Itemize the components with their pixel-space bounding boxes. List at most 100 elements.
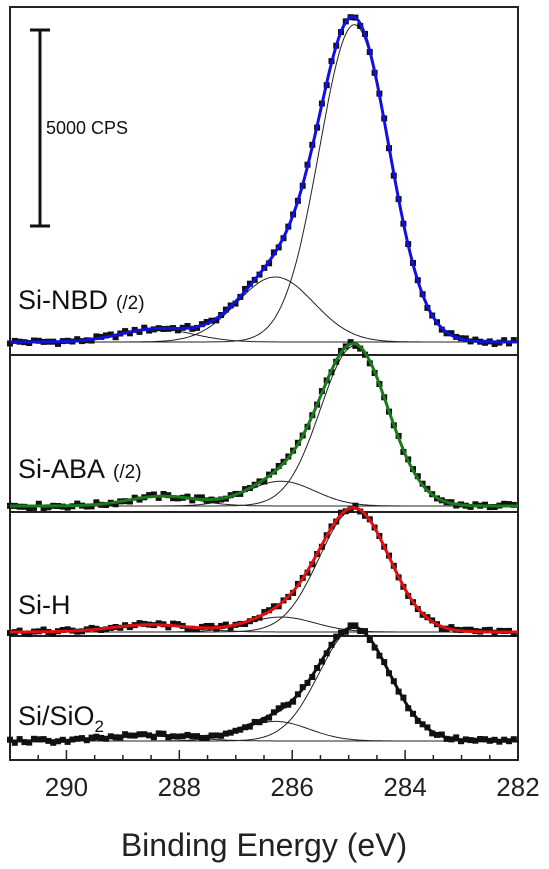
data-point [482,627,488,634]
data-point [261,609,268,616]
data-point [79,735,85,742]
data-point [136,620,143,627]
data-point [246,723,253,730]
x-tick-label: 284 [383,772,426,802]
data-point [198,494,205,501]
data-point [16,736,23,743]
data-point [141,324,148,331]
data-point [482,736,488,743]
data-point [170,495,177,502]
data-point [64,626,71,633]
fit-envelope [10,625,518,743]
series-si-sio2 [7,622,518,746]
data-point [122,328,129,335]
x-tick-label: 290 [45,772,88,802]
data-point [429,730,436,737]
data-point [174,327,181,334]
data-point [31,504,37,511]
data-point [93,499,100,506]
data-point [256,719,263,726]
data-point [227,624,234,631]
data-point [35,736,42,743]
data-point [155,620,162,627]
data-point [107,331,114,338]
data-point [261,478,268,485]
series-si-nbd [7,14,518,347]
series-si-aba [7,339,518,511]
data-point [74,500,81,507]
data-point [477,736,484,742]
data-point [242,621,249,627]
fit-envelope [10,14,518,344]
data-point [165,624,172,631]
data-point [184,731,191,738]
data-point [261,716,268,723]
data-point [155,494,162,501]
x-tick-label: 286 [271,772,314,802]
data-point [146,492,153,499]
fit-envelope [10,342,518,508]
data-point [266,714,273,721]
data-point [448,624,455,631]
data-point [55,340,61,347]
series-label-si-nbd: Si-NBD (/2) [18,285,145,315]
data-point [40,736,47,743]
x-axis-title: Binding Energy (eV) [121,827,407,863]
series-label-si-sio2: Si/SiO2 [18,701,104,736]
data-point [352,502,359,509]
data-point [93,333,100,340]
scale-bar-label: 5000 CPS [46,118,128,138]
data-point [88,503,95,510]
data-point [491,341,498,347]
data-point [184,323,191,329]
data-point [486,626,493,633]
data-point [203,623,210,629]
data-point [126,498,133,505]
data-point [194,494,201,501]
data-point [467,626,474,633]
data-point [347,622,354,629]
data-point [275,705,282,712]
data-point [93,733,100,740]
series-si-h [7,502,518,638]
data-point [146,327,153,334]
data-point [462,335,469,342]
data-point [352,342,359,349]
data-point [112,501,119,508]
data-point [203,734,210,741]
data-point [40,626,47,633]
data-point [26,505,33,511]
data-point [510,630,517,637]
data-point [462,626,469,633]
data-point [26,631,33,638]
fit-envelope [10,506,518,634]
x-tick-label: 288 [158,772,201,802]
data-point [501,337,508,344]
data-point [150,491,157,498]
data-point [270,603,277,610]
data-point [26,739,33,746]
data-point [11,739,18,746]
data-point [453,734,460,741]
data-point [155,730,162,737]
data-point [160,730,167,737]
data-point [510,736,517,743]
data-point [472,336,479,343]
data-point [160,491,167,497]
data-point [501,500,508,507]
data-point [31,735,37,742]
x-tick-label: 282 [496,772,539,802]
data-point [222,621,229,628]
data-point [189,497,196,504]
data-point [174,621,181,628]
data-point [64,504,71,511]
data-point [103,332,109,339]
data-point [352,622,359,629]
data-point [88,734,95,741]
data-point [150,734,157,741]
data-point [438,625,445,632]
data-point [35,500,42,507]
data-point [88,624,95,631]
data-point [122,731,129,738]
data-point [347,339,354,346]
